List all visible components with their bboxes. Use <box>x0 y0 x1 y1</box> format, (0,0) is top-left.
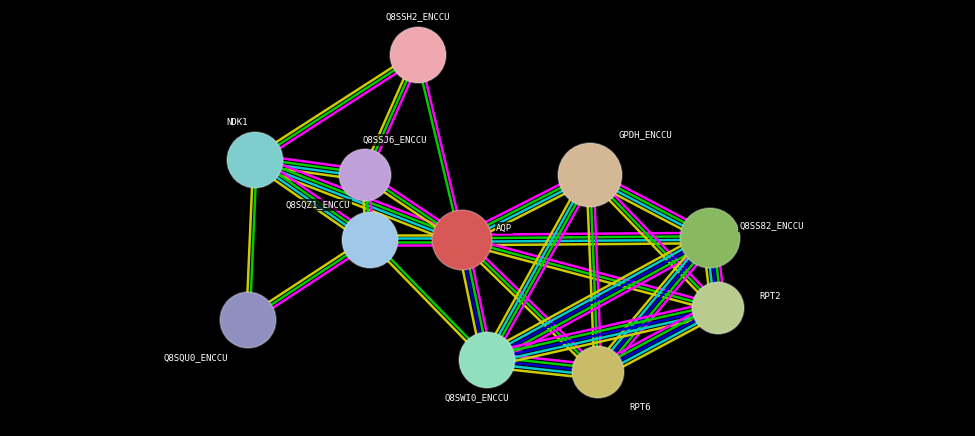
Text: Q8SSJ6_ENCCU: Q8SSJ6_ENCCU <box>363 136 427 144</box>
Circle shape <box>390 27 446 83</box>
Circle shape <box>692 282 744 334</box>
Text: GPDH_ENCCU: GPDH_ENCCU <box>618 130 672 140</box>
Circle shape <box>459 332 515 388</box>
Text: Q8SWI0_ENCCU: Q8SWI0_ENCCU <box>445 394 509 402</box>
Circle shape <box>339 149 391 201</box>
Circle shape <box>342 212 398 268</box>
Text: AQP: AQP <box>496 224 512 232</box>
Text: Q8SQZ1_ENCCU: Q8SQZ1_ENCCU <box>286 201 350 210</box>
Text: Q8SS82_ENCCU: Q8SS82_ENCCU <box>740 221 804 231</box>
Circle shape <box>558 143 622 207</box>
Text: RPT2: RPT2 <box>760 292 781 300</box>
Text: NDK1: NDK1 <box>226 117 248 126</box>
Circle shape <box>220 292 276 348</box>
Circle shape <box>680 208 740 268</box>
Circle shape <box>432 210 492 270</box>
Text: RPT6: RPT6 <box>629 402 650 412</box>
Text: Q8SSH2_ENCCU: Q8SSH2_ENCCU <box>386 13 450 21</box>
Circle shape <box>572 346 624 398</box>
Circle shape <box>227 132 283 188</box>
Text: Q8SQU0_ENCCU: Q8SQU0_ENCCU <box>164 354 228 362</box>
